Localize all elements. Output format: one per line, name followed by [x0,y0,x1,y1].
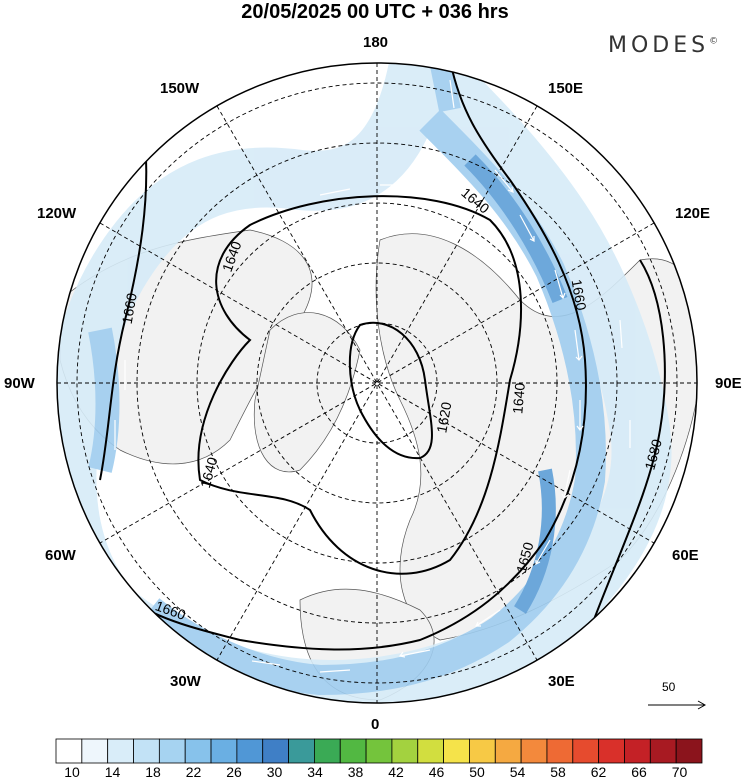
lon-label-60e: 60E [672,547,699,564]
colorbar-cell [572,738,600,764]
colorbar-label: 14 [104,764,121,780]
colorbar-cell [598,738,625,764]
colorbar [55,738,703,764]
colorbar-cell [236,738,264,764]
colorbar-cell [443,738,470,764]
colorbar-cell [81,738,109,764]
lon-label-150w: 150W [160,80,200,97]
colorbar-cell [675,738,703,764]
colorbar-cell [107,738,134,764]
lon-label-150e: 150E [548,80,584,97]
colorbar-label: 18 [145,764,161,780]
colorbar-cell [649,738,677,764]
contour-label-1680: 1680 [641,437,665,471]
brand-logo: MODES© [608,33,719,58]
colorbar-label: 34 [307,764,323,780]
contour-label-1620: 1620 [433,400,454,434]
colorbar-cell [469,738,496,764]
colorbar-label: 62 [590,764,607,780]
colorbar-cell [184,738,212,764]
colorbar-label: 42 [388,764,404,780]
contour-label-1660: 1660 [569,278,590,312]
colorbar-cell [210,738,238,764]
colorbar-cell [365,738,393,764]
contour-label-1640: 1640 [197,455,221,489]
lon-label-90e: 90E [715,375,742,392]
colorbar-label: 70 [671,764,688,780]
colorbar-cell [520,738,548,764]
colorbar-cell [546,738,574,764]
colorbar-cell [624,738,651,764]
wind-vectors [114,79,631,673]
colorbar-cell [158,738,186,764]
lon-label-30e: 30E [548,673,575,690]
colorbar-cell [391,738,419,764]
meridians [57,63,697,703]
colorbar-cell [313,738,341,764]
lon-label-180: 180 [363,34,389,51]
colorbar-cell [288,738,315,764]
colorbar-label: 50 [469,764,485,780]
colorbar-label: 22 [185,764,202,780]
colorbar-cell [339,738,367,764]
map-title: 20/05/2025 00 UTC + 036 hrs [241,1,509,23]
reference-arrow [648,700,707,710]
colorbar-cell [494,738,522,764]
colorbar-labels: 10 14 18 22 26 30 34 38 42 46 50 54 58 62 66 70 [0,764,750,782]
colorbar-label: 26 [226,764,242,780]
contour-label-1650: 1650 [513,540,537,574]
lon-label-90w: 90W [4,375,35,392]
colorbar-cell [55,738,83,764]
colorbar-label: 30 [266,764,283,780]
map-border [56,62,698,704]
reference-vector-label: 50 [662,680,676,694]
contour-label-1660: 1660 [119,291,140,325]
contour-label-1640: 1640 [509,382,528,415]
colorbar-cell [133,738,160,764]
lon-label-120e: 120E [675,205,711,222]
colorbar-cell [262,738,289,764]
height-contours [99,63,666,651]
lon-label-30w: 30W [170,673,201,690]
colorbar-label: 54 [509,764,526,780]
lon-label-60w: 60W [45,547,76,564]
colorbar-label: 10 [64,764,80,780]
colorbar-label: 58 [550,764,566,780]
colorbar-label: 38 [347,764,364,780]
colorbar-label: 66 [631,764,647,780]
colorbar-cell [417,738,445,764]
colorbar-label: 46 [428,764,445,780]
lon-label-0: 0 [371,716,380,733]
lon-label-120w: 120W [37,205,77,222]
